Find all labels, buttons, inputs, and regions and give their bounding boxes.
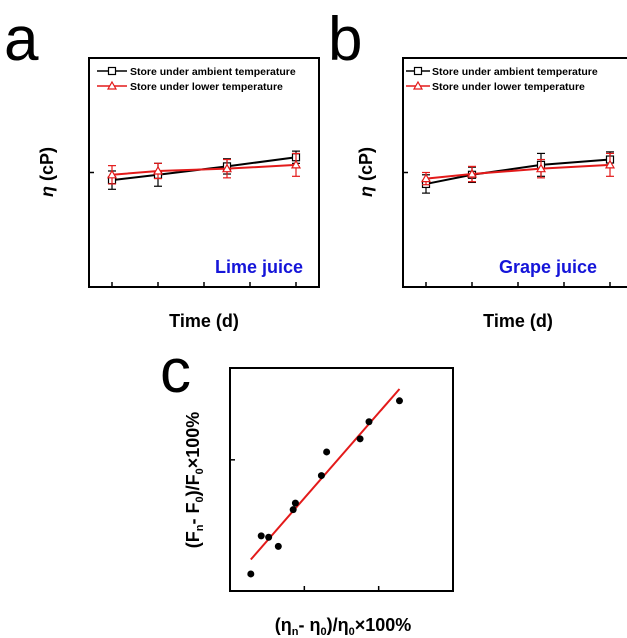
scatter-point: [274, 542, 282, 550]
panel-letter-c: c: [160, 337, 191, 406]
x-axis-label-a: Time (d): [169, 311, 239, 331]
y-axis-unit-a: (cP): [37, 147, 57, 186]
scatter-point: [289, 506, 297, 514]
scatter-point: [291, 499, 299, 507]
y-axis-label-a: η (cP): [37, 147, 57, 197]
axis-ticks-b: [403, 57, 611, 288]
series-line-b-1: [425, 163, 611, 180]
y-axis-unit-b: (cP): [356, 147, 376, 186]
fit-line: [250, 388, 401, 561]
scatter-point: [247, 570, 255, 578]
legend-marker-square-a: [107, 66, 117, 76]
x-axis-label-c: (ηn- η0)/η0×100%: [275, 615, 412, 638]
legend-marker-square-b: [413, 66, 423, 76]
scatter-point: [265, 533, 273, 541]
annotation-lime-juice: Lime juice: [215, 257, 303, 277]
series-group-a: [106, 150, 302, 190]
chart-panel-b: Store under ambient temperature Store un…: [356, 57, 627, 331]
y-axis-label-b: η (cP): [356, 147, 376, 197]
scatter-point: [317, 472, 325, 480]
legend-label-lower-a: Store under lower temperature: [130, 81, 283, 93]
scatter-point: [395, 397, 403, 405]
legend-b: Store under ambient temperature Store un…: [406, 66, 598, 93]
scatter-point: [365, 418, 373, 426]
annotation-grape-juice: Grape juice: [499, 257, 597, 277]
panel-letter-a: a: [4, 5, 39, 74]
legend-marker-triangle-a: [106, 80, 118, 90]
y-axis-symbol-a: η: [37, 186, 57, 197]
y-axis-symbol-b: η: [356, 186, 376, 197]
legend-label-lower-b: Store under lower temperature: [432, 81, 585, 93]
chart-panel-a: Store under ambient temperature Store un…: [37, 57, 320, 331]
data-point-triangle-b: [604, 159, 616, 169]
data-point-triangle-a: [152, 165, 164, 175]
scatter-point: [323, 448, 331, 456]
data-point-triangle-b: [420, 173, 432, 183]
axis-ticks-c: [229, 459, 454, 592]
series-group-c: [247, 388, 403, 578]
data-point-triangle-b: [466, 168, 478, 178]
scatter-point: [356, 435, 364, 443]
x-axis-label-b: Time (d): [483, 311, 553, 331]
data-point-triangle-a: [106, 169, 118, 179]
legend-label-ambient-a: Store under ambient temperature: [130, 66, 296, 78]
legend-label-ambient-b: Store under ambient temperature: [432, 66, 598, 78]
legend-marker-triangle-b: [412, 80, 424, 90]
data-point-triangle-a: [290, 159, 302, 169]
data-point-triangle-b: [535, 163, 547, 173]
series-line-b-0: [425, 158, 611, 185]
y-axis-label-c: (Fn- F0)/F0×100%: [183, 412, 206, 549]
data-point-triangle-a: [221, 163, 233, 173]
legend-a: Store under ambient temperature Store un…: [97, 66, 296, 93]
series-line-a-1: [111, 163, 297, 176]
panel-letter-b: b: [328, 5, 362, 74]
axis-ticks-a: [89, 57, 297, 288]
plot-frame-c: [229, 367, 454, 592]
series-group-b: [420, 151, 616, 194]
chart-panel-c: (ηn- η0)/η0×100% (Fn- F0)/F0×100%: [183, 367, 454, 638]
scatter-point: [257, 532, 265, 540]
